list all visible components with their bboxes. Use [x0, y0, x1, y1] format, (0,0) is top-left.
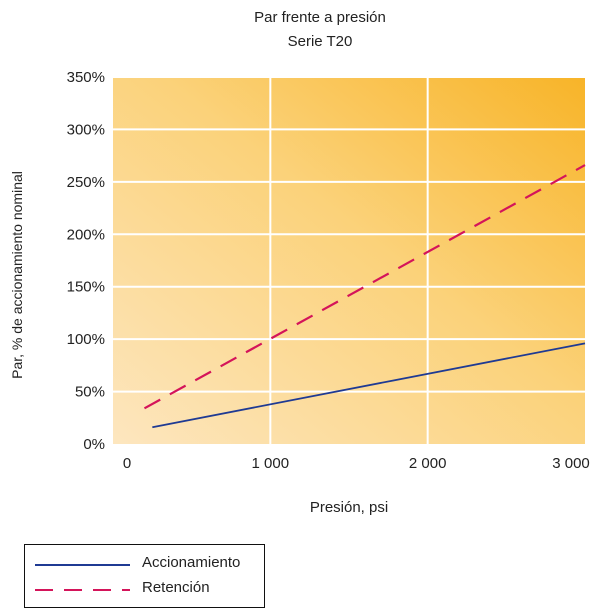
x-tick-label: 3 000	[552, 455, 590, 472]
x-tick-label: 2 000	[409, 455, 447, 472]
y-tick-label: 300%	[67, 121, 105, 138]
legend-item-retencion: Retención	[25, 577, 264, 601]
series-line-retencion	[143, 164, 586, 410]
y-tick-label: 50%	[75, 384, 105, 401]
y-tick-label: 350%	[67, 69, 105, 86]
chart-plot: 0% 50% 100% 150% 200% 250% 300% 350% 0 1 000 2 00…	[67, 69, 590, 472]
y-tick-label: 250%	[67, 174, 105, 191]
x-tick-label: 1 000	[252, 455, 290, 472]
legend-item-accionamiento: Accionamiento	[25, 552, 264, 576]
legend-swatch-solid	[35, 564, 130, 566]
chart-subtitle: Serie T20	[287, 33, 353, 50]
y-tick-label: 150%	[67, 279, 105, 296]
x-tick-label: 0	[123, 455, 131, 472]
legend: Accionamiento Retención	[24, 544, 265, 608]
legend-label: Retención	[142, 579, 210, 596]
series-line-accionamiento	[152, 342, 586, 429]
y-tick-label: 200%	[67, 226, 105, 243]
y-tick-label: 100%	[67, 331, 105, 348]
y-tick-label: 0%	[83, 436, 105, 453]
plot-area	[113, 77, 585, 444]
chart-title: Par frente a presión	[254, 9, 386, 26]
legend-swatch-dashed	[35, 589, 130, 591]
x-axis-label: Presión, psi	[309, 499, 389, 516]
legend-label: Accionamiento	[142, 554, 241, 571]
